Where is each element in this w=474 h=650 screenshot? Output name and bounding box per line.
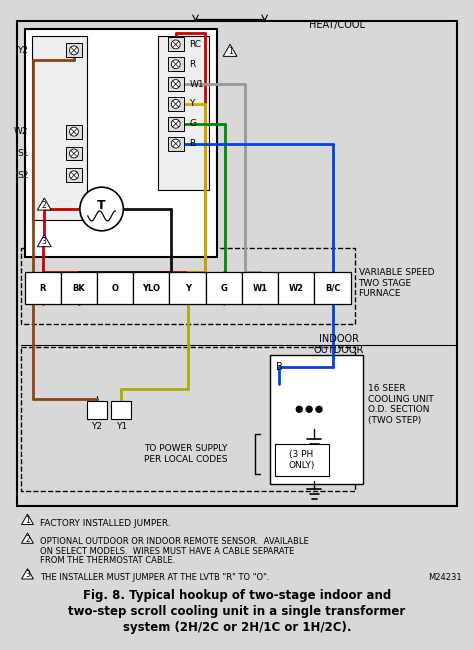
Bar: [32, 36, 87, 220]
Bar: [270, 355, 364, 484]
Text: Y: Y: [190, 99, 195, 109]
Text: RC: RC: [190, 40, 201, 49]
Text: Y: Y: [184, 284, 191, 292]
Text: (3 PH
ONLY): (3 PH ONLY): [288, 450, 314, 469]
Text: Y2: Y2: [91, 422, 102, 431]
Text: O: O: [111, 284, 118, 292]
Polygon shape: [37, 235, 51, 247]
Circle shape: [171, 119, 180, 128]
Bar: [20, 248, 355, 324]
Bar: [111, 401, 131, 419]
Text: W2: W2: [14, 127, 28, 136]
Circle shape: [171, 40, 180, 49]
Text: 2: 2: [25, 535, 30, 543]
Text: W1: W1: [253, 284, 268, 292]
Text: system (2H/2C or 2H/1C or 1H/2C).: system (2H/2C or 2H/1C or 1H/2C).: [123, 621, 351, 634]
Circle shape: [70, 46, 78, 55]
Polygon shape: [37, 198, 51, 210]
Text: W1: W1: [190, 79, 204, 88]
Bar: [66, 44, 82, 57]
Polygon shape: [21, 514, 33, 525]
Text: FACTORY INSTALLED JUMPER.: FACTORY INSTALLED JUMPER.: [40, 519, 171, 528]
Text: B: B: [276, 361, 283, 372]
Circle shape: [171, 139, 180, 148]
Text: B/C: B/C: [325, 284, 340, 292]
Text: R: R: [190, 60, 196, 69]
Bar: [17, 21, 457, 506]
Text: 1: 1: [25, 516, 30, 525]
Text: R: R: [39, 284, 46, 292]
Text: 3: 3: [25, 571, 30, 579]
Bar: [206, 272, 242, 304]
Bar: [66, 146, 82, 161]
Bar: [97, 272, 133, 304]
Text: VARIABLE SPEED
TWO STAGE
FURNACE: VARIABLE SPEED TWO STAGE FURNACE: [358, 268, 434, 298]
Bar: [133, 272, 170, 304]
Circle shape: [296, 406, 302, 412]
Circle shape: [70, 149, 78, 158]
Bar: [168, 97, 183, 111]
Circle shape: [171, 60, 180, 69]
Text: YLO: YLO: [142, 284, 160, 292]
Bar: [158, 36, 210, 190]
Circle shape: [171, 79, 180, 88]
Bar: [168, 57, 183, 72]
Bar: [66, 168, 82, 182]
Text: Fig. 8. Typical hookup of two-stage indoor and: Fig. 8. Typical hookup of two-stage indo…: [83, 589, 391, 602]
Bar: [242, 272, 278, 304]
Text: OUTDOOR: OUTDOOR: [314, 344, 364, 355]
Text: 3: 3: [42, 237, 47, 246]
Text: G: G: [190, 119, 197, 128]
Bar: [278, 272, 314, 304]
Text: THE INSTALLER MUST JUMPER AT THE LVTB "R" TO "O".: THE INSTALLER MUST JUMPER AT THE LVTB "R…: [40, 573, 270, 582]
Circle shape: [80, 187, 123, 231]
Bar: [274, 444, 329, 476]
Text: M24231: M24231: [428, 573, 461, 582]
Text: HEAT/COOL: HEAT/COOL: [309, 20, 365, 30]
Text: 2: 2: [42, 201, 46, 210]
Circle shape: [316, 406, 322, 412]
Text: 16 SEER
COOLING UNIT
O.D. SECTION
(TWO STEP): 16 SEER COOLING UNIT O.D. SECTION (TWO S…: [368, 385, 434, 424]
Bar: [168, 38, 183, 51]
Text: OPTIONAL OUTDOOR OR INDOOR REMOTE SENSOR.  AVAILABLE: OPTIONAL OUTDOOR OR INDOOR REMOTE SENSOR…: [40, 537, 309, 545]
Text: INDOOR: INDOOR: [319, 334, 359, 344]
Polygon shape: [223, 44, 237, 57]
Polygon shape: [21, 533, 33, 543]
Text: TO POWER SUPPLY
PER LOCAL CODES: TO POWER SUPPLY PER LOCAL CODES: [144, 444, 228, 463]
Text: two-step scroll cooling unit in a single transformer: two-step scroll cooling unit in a single…: [68, 605, 406, 618]
Text: FROM THE THERMOSTAT CABLE.: FROM THE THERMOSTAT CABLE.: [40, 556, 175, 566]
Bar: [25, 272, 61, 304]
Polygon shape: [21, 569, 33, 579]
Circle shape: [306, 406, 312, 412]
Text: Y2: Y2: [18, 46, 28, 55]
Bar: [170, 272, 206, 304]
Circle shape: [70, 171, 78, 180]
Text: Y1: Y1: [116, 422, 127, 431]
Bar: [20, 347, 355, 491]
Bar: [168, 117, 183, 131]
Text: S1: S1: [17, 149, 28, 158]
Text: BK: BK: [73, 284, 85, 292]
Text: ON SELECT MODELS.  WIRES MUST HAVE A CABLE SEPARATE: ON SELECT MODELS. WIRES MUST HAVE A CABL…: [40, 547, 294, 556]
Text: S2: S2: [17, 171, 28, 180]
Text: B: B: [190, 139, 196, 148]
Bar: [25, 29, 217, 257]
Bar: [168, 136, 183, 151]
Bar: [87, 401, 107, 419]
Bar: [61, 272, 97, 304]
Bar: [168, 77, 183, 91]
Circle shape: [70, 127, 78, 136]
Bar: [66, 125, 82, 138]
Text: T: T: [97, 198, 106, 211]
Text: G: G: [220, 284, 227, 292]
Text: 1: 1: [228, 47, 232, 56]
Circle shape: [171, 99, 180, 109]
Text: W2: W2: [289, 284, 304, 292]
Bar: [314, 272, 351, 304]
